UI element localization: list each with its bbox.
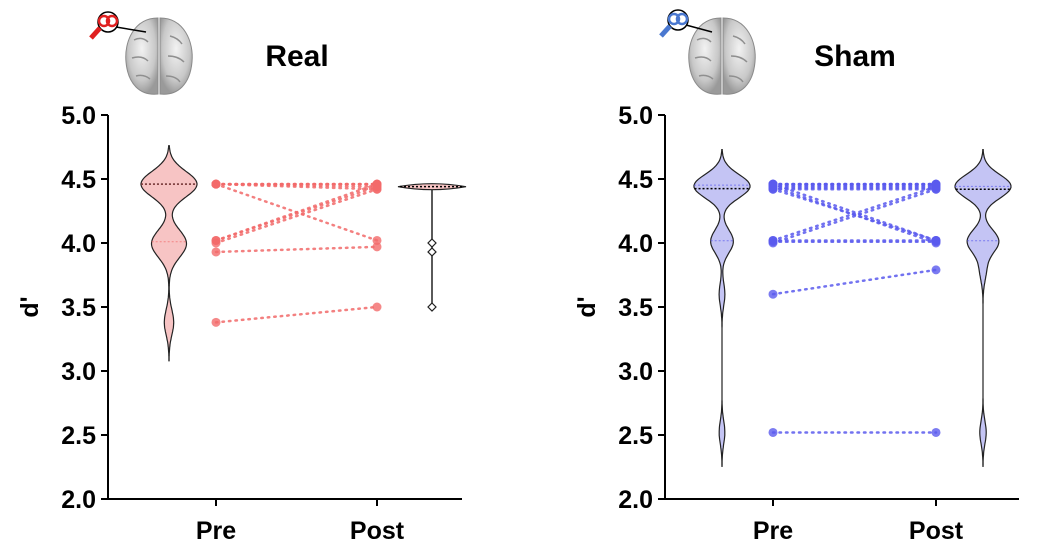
post-outlier-marker: [427, 247, 437, 257]
post-outlier-marker: [427, 302, 437, 312]
pair-line: [214, 187, 379, 245]
data-point-post: [372, 184, 382, 194]
brain-coil-icon-sham: [659, 9, 756, 95]
pair-line: [214, 185, 379, 242]
data-point-pre: [768, 289, 778, 299]
y-tick-label: 2.5: [618, 422, 653, 450]
pair-line: [214, 305, 379, 324]
data-point-post: [372, 242, 382, 252]
y-tick-label: 3.5: [618, 294, 653, 322]
pair-line: [771, 185, 938, 242]
data-point-pre: [768, 427, 778, 437]
pair-line: [771, 268, 938, 296]
y-tick-label: 4.5: [61, 166, 96, 194]
data-point-post: [931, 265, 941, 275]
data-point-pre: [211, 317, 221, 327]
y-axis-label: d': [573, 296, 601, 317]
data-point-post: [372, 302, 382, 312]
y-tick-label: 2.0: [618, 486, 653, 514]
y-tick-label: 3.5: [61, 294, 96, 322]
y-tick-label: 3.0: [618, 358, 653, 386]
data-point-post: [931, 427, 941, 437]
chart-panel-sham: 2.0 2.5 3.0 3.5 4.0 4.5 5.0 d' Pre Post: [573, 102, 1019, 545]
chart-panel-real: 2.0 2.5 3.0 3.5 4.0 4.5 5.0 d' Pre Post: [16, 102, 467, 545]
violin-post: [954, 149, 1012, 468]
x-tick-label-post: Post: [909, 517, 964, 545]
panel-title-real: Real: [265, 40, 328, 73]
y-tick-label: 3.0: [61, 358, 96, 386]
brain-coil-icon-real: [89, 11, 193, 95]
data-point-pre: [211, 247, 221, 257]
y-tick-label: 5.0: [61, 102, 96, 130]
x-tick-label-pre: Pre: [196, 517, 236, 545]
violin-pre: [693, 149, 751, 468]
y-axis-label: d': [16, 296, 44, 317]
y-tick-label: 4.0: [61, 230, 96, 258]
data-point-post: [372, 235, 382, 245]
y-tick-label: 4.5: [618, 166, 653, 194]
y-tick-label: 2.5: [61, 422, 96, 450]
pair-line: [214, 245, 379, 254]
y-tick-label: 2.0: [61, 486, 96, 514]
violin-pre: [140, 145, 198, 362]
panel-title-sham: Sham: [814, 40, 896, 73]
data-point-pre: [211, 179, 221, 189]
pair-line: [214, 182, 379, 191]
post-outlier-marker: [427, 238, 437, 248]
pair-line: [771, 187, 938, 245]
data-point-post: [931, 237, 941, 247]
x-tick-label-post: Post: [350, 517, 405, 545]
data-point-post: [931, 184, 941, 194]
data-point-pre: [211, 238, 221, 248]
y-tick-label: 5.0: [618, 102, 653, 130]
y-tick-label: 4.0: [618, 230, 653, 258]
data-point-pre: [768, 184, 778, 194]
x-tick-label-pre: Pre: [753, 517, 793, 545]
data-point-pre: [768, 237, 778, 247]
